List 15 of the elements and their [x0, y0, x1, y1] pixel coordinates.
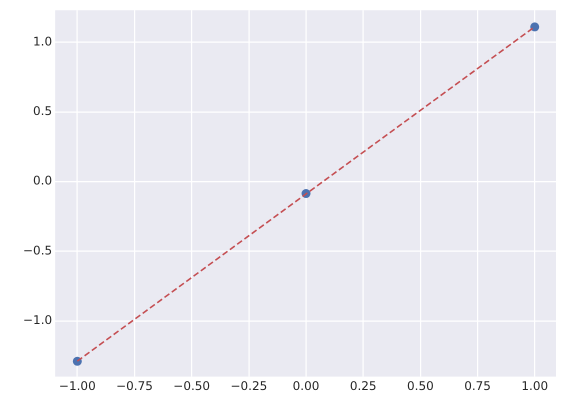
x-tick-label: 0.75: [464, 378, 491, 393]
y-tick-label: −1.0: [23, 313, 52, 327]
x-tick-label: −0.50: [173, 378, 210, 393]
x-tick-label: 0.00: [292, 378, 320, 393]
x-tick-label: 1.00: [521, 378, 548, 393]
x-tick-label: −1.00: [58, 378, 96, 393]
y-tick-label: −0.5: [23, 243, 52, 258]
y-tick-label: 1.0: [33, 34, 52, 48]
x-tick-label: 0.25: [350, 378, 377, 393]
x-tick-label: 0.50: [407, 378, 434, 393]
point: [530, 22, 540, 32]
x-tick-label: −0.25: [230, 378, 268, 393]
y-tick-label: 0.5: [33, 104, 52, 118]
y-tick-label: 0.0: [33, 174, 52, 188]
x-tick-label: −0.75: [116, 378, 153, 393]
